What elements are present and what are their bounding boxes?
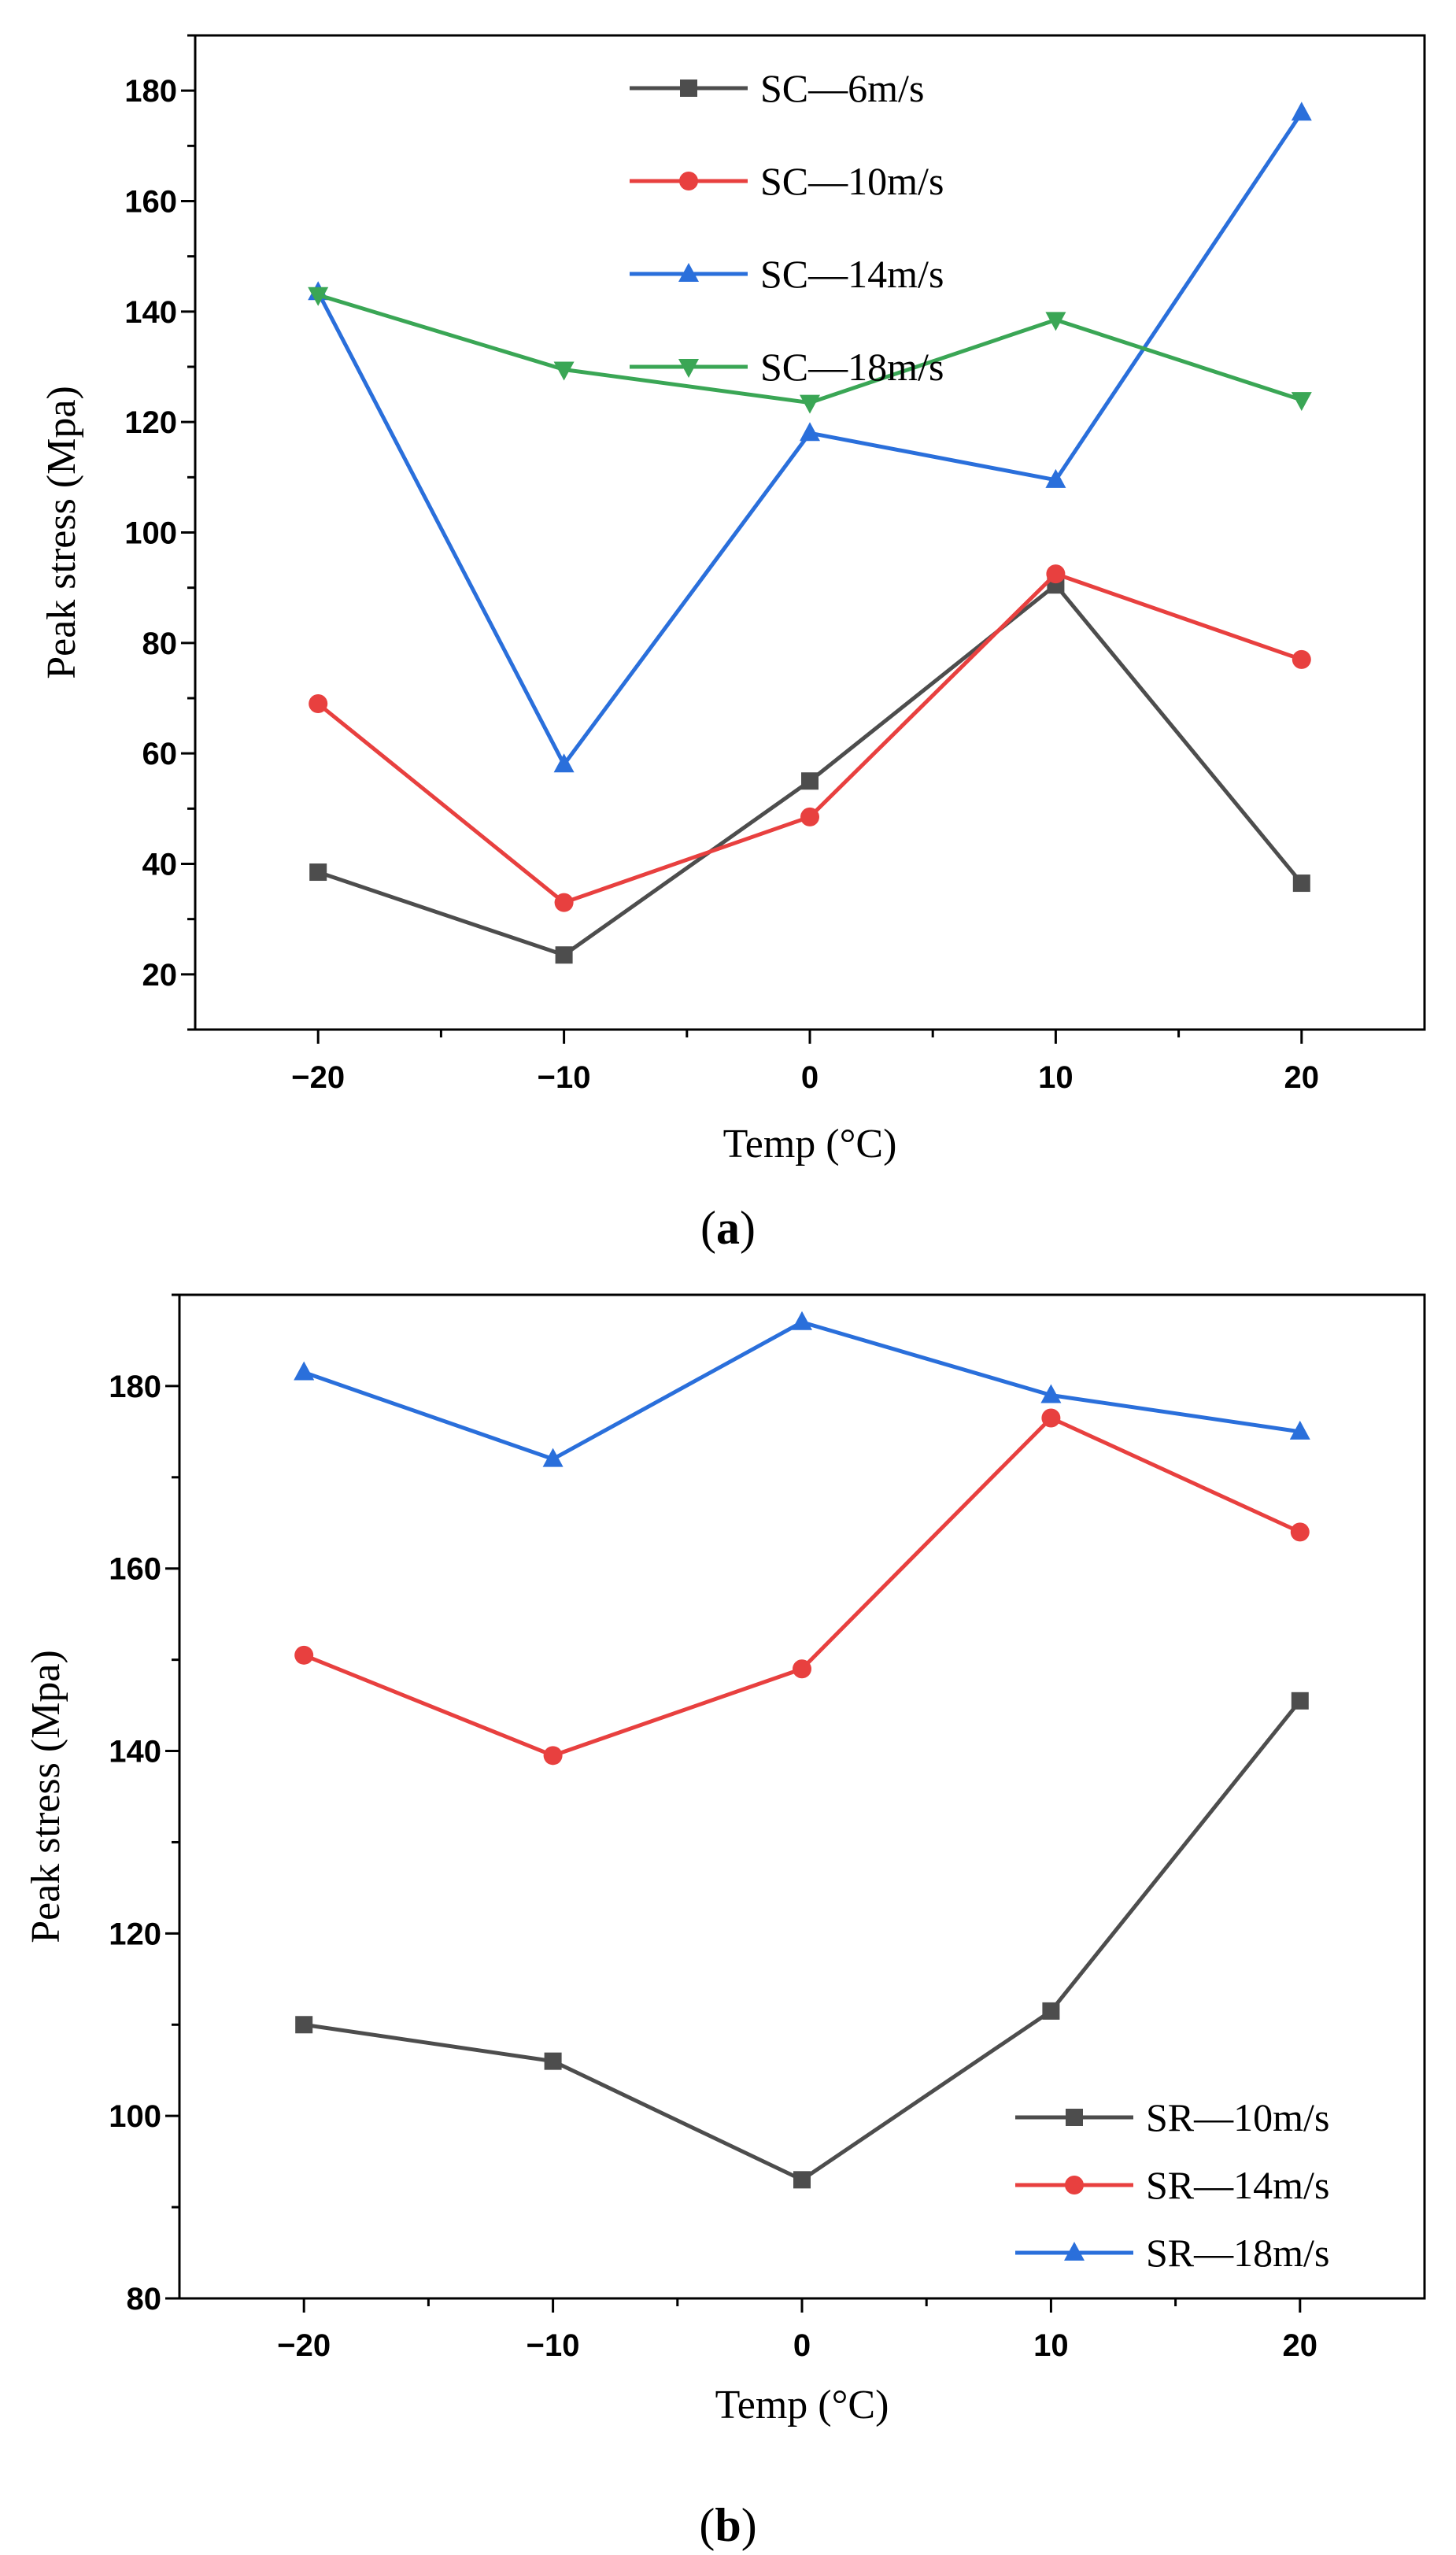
panel-b-x-tick-label: −20 [277,2328,331,2363]
panel-b-data-point [544,2052,562,2070]
panel-b-data-point [1291,1692,1309,1710]
panel-a-data-point [1292,874,1310,893]
panel-a-y-tick-label: 20 [142,958,178,993]
panel-b-data-point [793,1659,811,1679]
panel-b-legend-label: SR—14m/s [1146,2163,1329,2207]
panel-a-series-0 [309,576,1310,964]
panel-b-data-point [792,1311,812,1330]
panel-a-legend-marker [680,79,697,97]
panel-a-legend-label: SC—6m/s [760,66,924,110]
panel-a-y-tick-label: 160 [124,185,177,220]
panel-a-data-point [1046,564,1066,584]
panel-a-legend-marker [678,263,699,282]
panel-a-y-tick-label: 140 [124,295,177,330]
panel-b-y-tick-label: 160 [109,1552,161,1587]
panel-b-series-2 [294,1311,1310,1467]
panel-b-legend-marker [1066,2109,1083,2126]
panel-a-data-point [553,361,575,381]
panel-b-data-point [793,2171,811,2189]
panel-a-data-point [1045,468,1066,488]
panel-b-label: (b) [699,2499,756,2551]
panel-a-x-tick-label: −10 [538,1060,591,1095]
panel-a-data-point [553,753,575,773]
panel-a-series-line [316,571,1303,905]
panel-b-data-point [543,1746,563,1766]
panel-b-data-point [294,1645,314,1665]
panel-a-y-tick-label: 80 [142,627,178,661]
panel-a-data-point [801,772,819,790]
panel-a-data-point [1291,102,1312,121]
panel-b-series-1 [294,1408,1310,1766]
panel-a-legend-label: SC—14m/s [760,252,944,296]
panel-b-x-tick-label: −10 [527,2328,580,2363]
panel-a-series-line [317,582,1303,957]
panel-b-y-tick-label: 80 [127,2282,162,2317]
panel-a-label: (a) [700,1202,756,1254]
panel-a-data-point [1292,649,1311,669]
panel-a-legend-marker [679,172,698,190]
panel-a-legend-label: SC—18m/s [760,345,944,389]
panel-a-data-point [308,287,329,306]
panel-b-data-point [1290,1522,1310,1542]
panel-b-legend-marker [1064,2242,1085,2261]
panel-a-series-1 [309,564,1311,912]
panel-a-data-point [1045,312,1066,331]
panel-b-data-point [295,2016,313,2034]
panel-b-x-tick-label: 10 [1033,2328,1069,2363]
panel-a-data-point [800,422,820,442]
panel-a-chart: −20 −10 0 10 20 20 40 60 80 100 120 140 160 180 Temp (… [39,34,1426,1167]
panel-b-legend: SR—10m/s SR—14m/s SR—18m/s [1015,2095,1329,2275]
panel-a-data-point [554,893,574,912]
panel-a-legend-label: SC—10m/s [760,159,944,203]
panel-a-x-tick-label: 0 [801,1060,819,1095]
panel-b-plot-frame [178,1293,1426,2300]
panel-a-data-point [800,394,820,414]
panel-b-series-line [303,1320,1301,1462]
panel-b-series-0 [295,1692,1309,2189]
panel-b-data-point [1289,1420,1310,1440]
panel-a-data-point [800,807,819,826]
panel-b-legend-label: SR—10m/s [1146,2095,1329,2139]
panel-a-series-3 [308,287,1312,414]
panel-a-legend-marker [678,359,699,378]
panel-a-legend: SC—6m/s SC—10m/s SC—14m/s SC—18m/s [630,66,944,389]
panel-b-x-tick-label: 20 [1283,2328,1318,2363]
panel-b-series-line [303,1415,1301,1758]
panel-b-data-point [1041,1408,1061,1428]
panel-b-data-point [542,1448,564,1467]
panel-a-data-point [1291,392,1312,412]
panel-a-y-tick-label: 60 [142,737,178,771]
panel-b-x-axis-title: Temp (°C) [715,2383,889,2427]
panel-b-y-tick-label: 140 [109,1735,161,1769]
panel-b-y-tick-label: 180 [109,1370,161,1404]
panel-b-legend-marker [1065,2176,1084,2194]
panel-b-y-axis-title: Peak stress (Mpa) [24,1650,68,1943]
panel-a-data-point [555,946,573,964]
panel-b-y-tick-label: 120 [109,1917,161,1951]
panel-b-y-tick-label: 100 [109,2099,161,2134]
panel-a-data-point [309,863,327,882]
panel-a-y-tick-label: 100 [124,516,177,551]
panel-a-x-tick-label: 10 [1038,1060,1074,1095]
panel-a-data-point [309,694,328,714]
panel-a-y-axis-title: Peak stress (Mpa) [39,386,84,679]
panel-a-x-axis-title: Temp (°C) [723,1122,897,1167]
panel-a-x-tick-label: −20 [291,1060,345,1095]
panel-a-y-tick-label: 180 [124,74,177,109]
panel-b-data-point [294,1361,315,1381]
panel-b-x-tick-label: 0 [793,2328,811,2363]
panel-a-x-tick-label: 20 [1284,1060,1320,1095]
panel-a-y-tick-label: 40 [142,848,178,882]
panel-a-y-tick-label: 120 [124,405,177,440]
panel-b-legend-label: SR—18m/s [1146,2231,1329,2275]
panel-b-data-point [1042,2002,1060,2020]
panel-b-chart: −20 −10 0 10 20 80 100 120 140 160 180 Temp (°C) Pea… [24,1293,1426,2427]
panel-b-data-point [1040,1384,1062,1403]
